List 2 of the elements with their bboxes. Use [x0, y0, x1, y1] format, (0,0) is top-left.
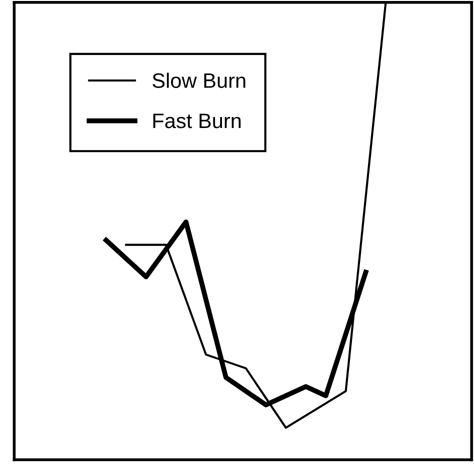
legend-label: Slow Burn	[152, 72, 246, 88]
legend-label: Fast Burn	[153, 114, 241, 128]
